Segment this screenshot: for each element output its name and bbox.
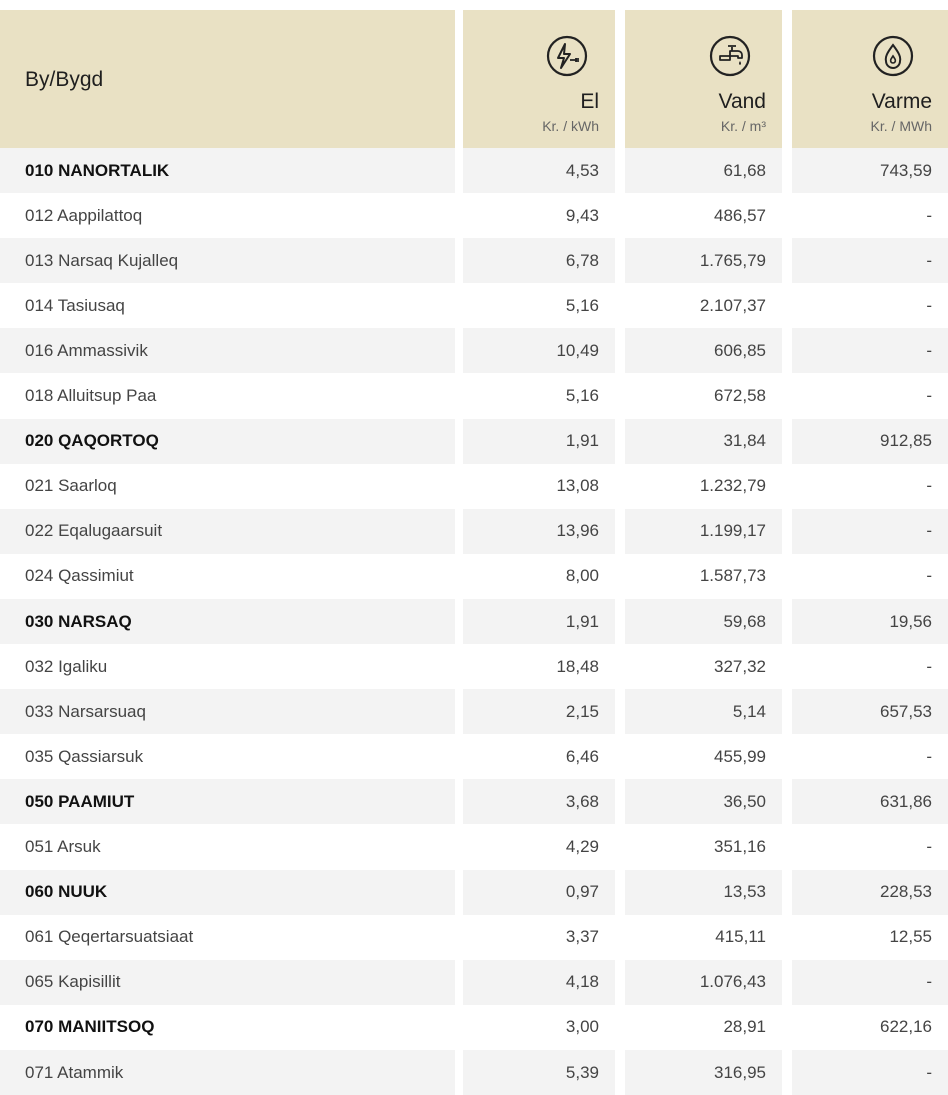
price-cell: 1.232,79 xyxy=(625,463,782,509)
price-cell: - xyxy=(792,734,948,780)
price-cell: 3,37 xyxy=(463,914,615,960)
price-cell: 316,95 xyxy=(625,1050,782,1095)
heat-icon xyxy=(872,35,914,77)
row-name: 050 PAAMIUT xyxy=(0,779,455,825)
column-name: Varme xyxy=(871,90,932,113)
price-cell: 228,53 xyxy=(792,869,948,915)
row-name: 065 Kapisillit xyxy=(0,959,455,1005)
row-name: 032 Igaliku xyxy=(0,644,455,690)
price-cell: 657,53 xyxy=(792,689,948,735)
water-icon xyxy=(709,35,751,77)
row-name: 051 Arsuk xyxy=(0,824,455,870)
price-cell: 6,46 xyxy=(463,734,615,780)
price-cell: 3,68 xyxy=(463,779,615,825)
row-name: 012 Aappilattoq xyxy=(0,193,455,239)
price-cell: 31,84 xyxy=(625,418,782,464)
row-name: 035 Qassiarsuk xyxy=(0,734,455,780)
price-cell: - xyxy=(792,193,948,239)
price-cell: - xyxy=(792,508,948,554)
price-cell: 5,14 xyxy=(625,689,782,735)
price-cell: 4,53 xyxy=(463,148,615,194)
price-cell: 9,43 xyxy=(463,193,615,239)
price-cell: 12,55 xyxy=(792,914,948,960)
column-unit: Kr. / kWh xyxy=(542,118,599,134)
price-cell: 61,68 xyxy=(625,148,782,194)
price-cell: 8,00 xyxy=(463,553,615,599)
row-name: 014 Tasiusaq xyxy=(0,283,455,329)
price-cell: 10,49 xyxy=(463,328,615,374)
row-name: 021 Saarloq xyxy=(0,463,455,509)
price-cell: 622,16 xyxy=(792,1004,948,1050)
row-name: 030 NARSAQ xyxy=(0,599,455,645)
price-cell: 13,96 xyxy=(463,508,615,554)
header-title: By/Bygd xyxy=(25,68,104,91)
row-name: 070 MANIITSOQ xyxy=(0,1004,455,1050)
row-name: 060 NUUK xyxy=(0,869,455,915)
header-cell: Varme Kr. / MWh xyxy=(792,10,948,148)
price-cell: 1.199,17 xyxy=(625,508,782,554)
price-cell: 13,08 xyxy=(463,463,615,509)
electricity-icon xyxy=(546,35,588,77)
price-cell: 486,57 xyxy=(625,193,782,239)
row-name: 061 Qeqertarsuatsiaat xyxy=(0,914,455,960)
price-cell: 1.076,43 xyxy=(625,959,782,1005)
price-cell: 455,99 xyxy=(625,734,782,780)
price-cell: 4,18 xyxy=(463,959,615,1005)
price-cell: 19,56 xyxy=(792,599,948,645)
price-cell: 13,53 xyxy=(625,869,782,915)
price-cell: 18,48 xyxy=(463,644,615,690)
column-unit: Kr. / MWh xyxy=(870,118,932,134)
column-unit: Kr. / m³ xyxy=(720,118,766,134)
row-name: 024 Qassimiut xyxy=(0,553,455,599)
price-cell: 6,78 xyxy=(463,238,615,284)
price-cell: - xyxy=(792,238,948,284)
row-name: 018 Alluitsup Paa xyxy=(0,373,455,419)
header-cell: By/Bygd xyxy=(0,10,455,148)
price-cell: 415,11 xyxy=(625,914,782,960)
row-name: 016 Ammassivik xyxy=(0,328,455,374)
price-cell: 351,16 xyxy=(625,824,782,870)
header-cell: El Kr. / kWh xyxy=(463,10,615,148)
price-cell: 28,91 xyxy=(625,1004,782,1050)
price-cell: - xyxy=(792,463,948,509)
price-cell: - xyxy=(792,644,948,690)
price-cell: 327,32 xyxy=(625,644,782,690)
price-cell: 36,50 xyxy=(625,779,782,825)
price-cell: 606,85 xyxy=(625,328,782,374)
price-cell: 5,16 xyxy=(463,373,615,419)
column-name: Vand xyxy=(718,90,767,113)
price-cell: 1,91 xyxy=(463,599,615,645)
price-cell: - xyxy=(792,824,948,870)
price-cell: 5,39 xyxy=(463,1050,615,1095)
price-cell: 1.765,79 xyxy=(625,238,782,284)
header-cell: Vand Kr. / m³ xyxy=(625,10,782,148)
price-cell: - xyxy=(792,328,948,374)
price-cell: 672,58 xyxy=(625,373,782,419)
price-cell: 912,85 xyxy=(792,418,948,464)
row-name: 013 Narsaq Kujalleq xyxy=(0,238,455,284)
price-cell: - xyxy=(792,1050,948,1095)
price-cell: 1,91 xyxy=(463,418,615,464)
row-name: 033 Narsarsuaq xyxy=(0,689,455,735)
column-name: El xyxy=(580,90,599,113)
price-cell: 0,97 xyxy=(463,869,615,915)
price-cell: 631,86 xyxy=(792,779,948,825)
price-cell: 2.107,37 xyxy=(625,283,782,329)
price-cell: - xyxy=(792,959,948,1005)
price-cell: 59,68 xyxy=(625,599,782,645)
price-cell: - xyxy=(792,553,948,599)
price-cell: 5,16 xyxy=(463,283,615,329)
price-cell: 1.587,73 xyxy=(625,553,782,599)
price-cell: 4,29 xyxy=(463,824,615,870)
row-name: 010 NANORTALIK xyxy=(0,148,455,194)
row-name: 022 Eqalugaarsuit xyxy=(0,508,455,554)
row-name: 071 Atammik xyxy=(0,1050,455,1095)
price-cell: 743,59 xyxy=(792,148,948,194)
row-name: 020 QAQORTOQ xyxy=(0,418,455,464)
price-cell: - xyxy=(792,373,948,419)
price-cell: - xyxy=(792,283,948,329)
price-cell: 2,15 xyxy=(463,689,615,735)
price-cell: 3,00 xyxy=(463,1004,615,1050)
